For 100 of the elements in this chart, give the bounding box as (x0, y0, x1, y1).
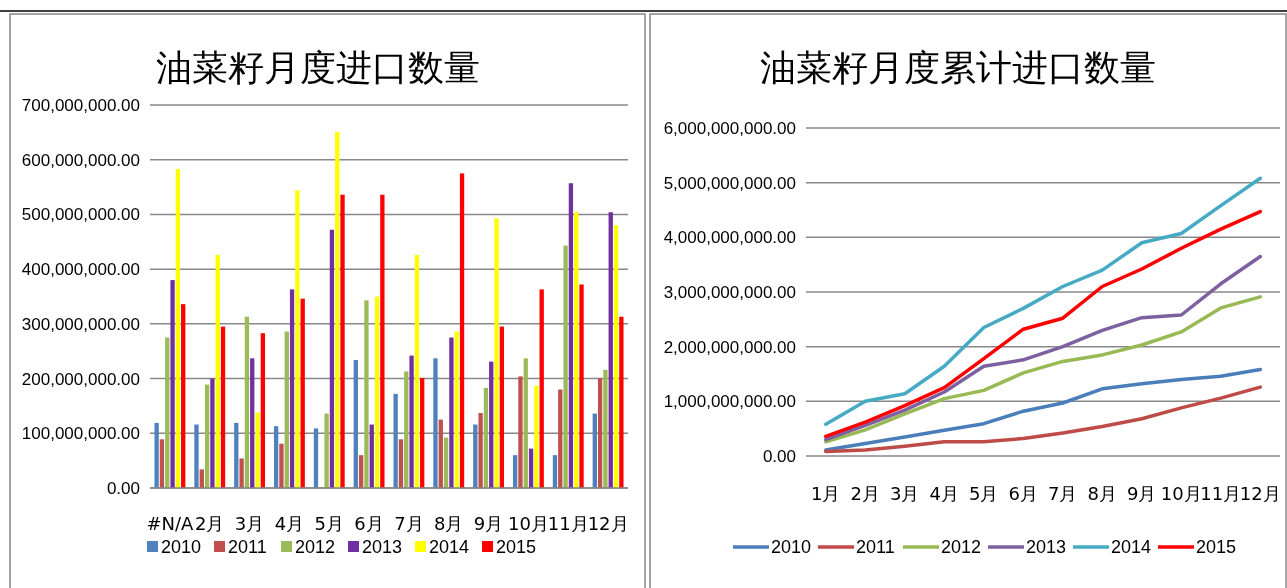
bar (552, 455, 558, 488)
x-tick-label: 2月 (195, 513, 225, 534)
y-tick-label: 100,000,000.00 (21, 424, 140, 444)
bar (295, 190, 300, 488)
bar (539, 289, 544, 488)
bar (409, 355, 414, 488)
y-tick-label: 400,000,000.00 (21, 260, 140, 280)
bar (597, 378, 603, 488)
bar (534, 385, 539, 488)
bar (154, 422, 159, 488)
bar (324, 413, 329, 488)
line-series (824, 176, 1263, 427)
legend-label: 2015 (496, 537, 537, 557)
y-tick-label: 700,000,000.00 (21, 96, 140, 115)
y-tick-label: 2,000,000,000.00 (663, 337, 796, 357)
bar (380, 194, 385, 488)
legend-label: 2013 (362, 537, 403, 557)
x-tick-label: 9月 (1127, 483, 1157, 504)
bar (608, 212, 613, 488)
bar (199, 469, 204, 488)
bar (489, 361, 494, 488)
bar (165, 337, 170, 488)
bar (443, 437, 449, 488)
bar (340, 194, 345, 488)
chart-title: 油菜籽月度累计进口数量 (760, 47, 1156, 88)
bar (404, 371, 409, 488)
y-tick-label: 0.00 (762, 447, 796, 466)
x-tick-label: 3月 (234, 513, 265, 534)
x-tick-label: 1月 (811, 483, 841, 504)
legend-label: 2013 (1026, 537, 1067, 557)
bar (459, 173, 465, 488)
y-tick-label: 500,000,000.00 (21, 205, 140, 225)
bar (369, 424, 374, 488)
x-tick-label: 8月 (1087, 483, 1117, 504)
bar (313, 428, 319, 488)
legend-label: 2010 (161, 537, 202, 557)
bar (335, 131, 340, 488)
bar (512, 455, 518, 488)
x-tick-label: 6月 (354, 513, 384, 534)
y-tick-label: 3,000,000,000.00 (663, 283, 796, 302)
y-tick-label: 600,000,000.00 (21, 150, 140, 170)
y-tick-label: 4,000,000,000.00 (663, 228, 796, 248)
legend-label: 2010 (771, 537, 812, 557)
bar (194, 424, 199, 488)
bar (234, 422, 239, 488)
bar (353, 359, 358, 488)
line-series (824, 209, 1263, 439)
x-tick-label: 2月 (850, 483, 880, 504)
bar (300, 298, 305, 488)
bar (181, 304, 186, 488)
bar (215, 254, 220, 488)
x-tick-label: 5月 (314, 513, 344, 534)
bar (170, 280, 175, 488)
bar (454, 331, 459, 488)
bar (558, 389, 563, 488)
chart-title: 油菜籽月度进口数量 (155, 47, 480, 88)
x-tick-label: 12月 (1239, 483, 1281, 504)
bar (603, 369, 608, 488)
bar (255, 412, 260, 488)
x-tick-label: 11月 (1200, 483, 1242, 504)
x-tick-label: 5月 (969, 483, 999, 504)
line-series (824, 385, 1263, 454)
x-tick-label: 10月 (507, 513, 549, 534)
x-tick-label: 8月 (434, 513, 464, 534)
bar (364, 300, 369, 488)
bar (592, 413, 597, 488)
x-tick-label: 4月 (929, 483, 959, 504)
bar (279, 443, 284, 488)
x-tick-label: 7月 (394, 513, 424, 534)
x-tick-label: 10月 (1160, 483, 1202, 504)
bar (449, 337, 454, 488)
y-tick-label: 6,000,000,000.00 (663, 119, 796, 138)
y-tick-label: 200,000,000.00 (21, 369, 140, 389)
x-tick-label: 6月 (1008, 483, 1038, 504)
bar (473, 424, 478, 488)
bar (478, 413, 483, 488)
bar (579, 284, 584, 488)
bar (210, 378, 215, 488)
line-series (824, 254, 1263, 442)
x-tick-label: #N/A (146, 513, 195, 534)
bar (483, 387, 489, 488)
legend-label: 2012 (941, 537, 982, 557)
x-tick-label: 3月 (890, 483, 920, 504)
legend-label: 2014 (1111, 537, 1152, 557)
bar (289, 289, 295, 488)
x-tick-label: 9月 (473, 513, 504, 534)
bar (523, 358, 528, 488)
line-series (824, 367, 1263, 452)
legend-label: 2012 (295, 537, 336, 557)
y-tick-label: 5,000,000,000.00 (663, 173, 796, 193)
y-tick-label: 300,000,000.00 (21, 314, 140, 334)
x-tick-label: 7月 (1048, 483, 1078, 504)
bar (374, 296, 380, 488)
bar (159, 439, 165, 488)
legend-label: 2014 (429, 537, 470, 557)
y-tick-label: 0.00 (106, 479, 140, 498)
bar (175, 169, 181, 488)
legend-label: 2011 (856, 537, 895, 557)
bar (204, 384, 210, 488)
bar (494, 218, 499, 488)
